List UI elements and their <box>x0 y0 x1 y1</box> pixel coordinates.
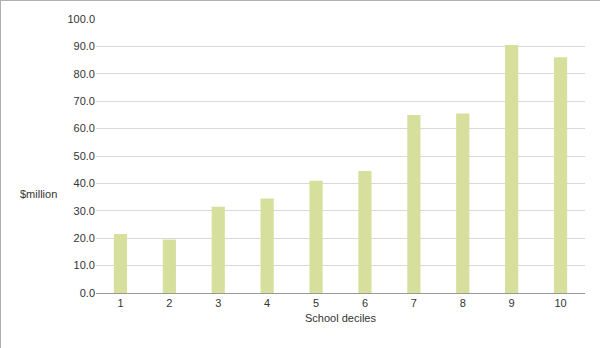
svg-text:6: 6 <box>362 297 368 309</box>
svg-text:8: 8 <box>460 297 466 309</box>
svg-text:100.0: 100.0 <box>67 13 95 25</box>
svg-text:90.0: 90.0 <box>74 40 95 52</box>
svg-text:5: 5 <box>313 297 319 309</box>
svg-text:30.0: 30.0 <box>74 205 95 217</box>
svg-text:80.0: 80.0 <box>74 68 95 80</box>
svg-text:40.0: 40.0 <box>74 177 95 189</box>
svg-text:0.0: 0.0 <box>80 287 95 299</box>
svg-text:$million: $million <box>20 188 57 200</box>
svg-text:10.0: 10.0 <box>74 259 95 271</box>
svg-text:60.0: 60.0 <box>74 122 95 134</box>
svg-text:4: 4 <box>264 297 270 309</box>
svg-text:70.0: 70.0 <box>74 95 95 107</box>
svg-text:1: 1 <box>117 297 123 309</box>
svg-text:7: 7 <box>411 297 417 309</box>
svg-text:10: 10 <box>554 297 566 309</box>
svg-text:2: 2 <box>166 297 172 309</box>
svg-text:20.0: 20.0 <box>74 232 95 244</box>
svg-text:3: 3 <box>215 297 221 309</box>
svg-text:50.0: 50.0 <box>74 150 95 162</box>
svg-text:School deciles: School deciles <box>305 312 376 324</box>
svg-text:9: 9 <box>509 297 515 309</box>
